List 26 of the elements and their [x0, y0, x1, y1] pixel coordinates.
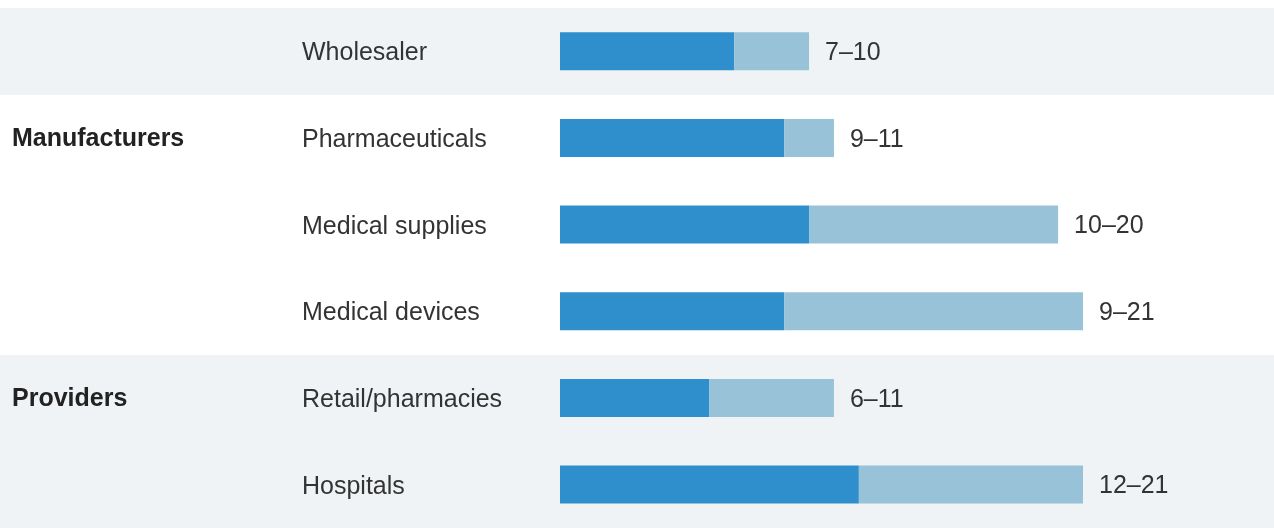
band-label: Providers — [12, 382, 128, 412]
data-label: 10–20 — [1074, 210, 1144, 239]
bar — [560, 118, 785, 157]
bar — [784, 292, 1083, 331]
data-label: 6–11 — [849, 383, 904, 412]
y-tick-label: Hospitals — [302, 470, 405, 499]
y-tick-label: Retail/pharmacies — [302, 384, 503, 412]
y-tick-label: Wholesaler — [302, 37, 428, 66]
bar — [560, 205, 810, 244]
bar — [560, 465, 859, 504]
band-label: Manufacturers — [12, 122, 185, 152]
bar — [784, 118, 834, 157]
y-tick-label: Medical devices — [302, 297, 480, 326]
data-label: 7–10 — [825, 37, 881, 66]
bar — [858, 465, 1083, 504]
bar — [560, 378, 710, 417]
bar — [809, 205, 1059, 244]
bar — [560, 292, 785, 331]
data-label: 9–21 — [1099, 297, 1155, 326]
bar — [734, 32, 810, 71]
y-tick-label: Pharmaceuticals — [302, 124, 487, 152]
data-label: 9–11 — [849, 123, 904, 152]
y-tick-label: Medical supplies — [302, 210, 487, 239]
bar — [709, 378, 834, 417]
data-label: 12–21 — [1099, 470, 1169, 499]
bar — [560, 32, 735, 71]
